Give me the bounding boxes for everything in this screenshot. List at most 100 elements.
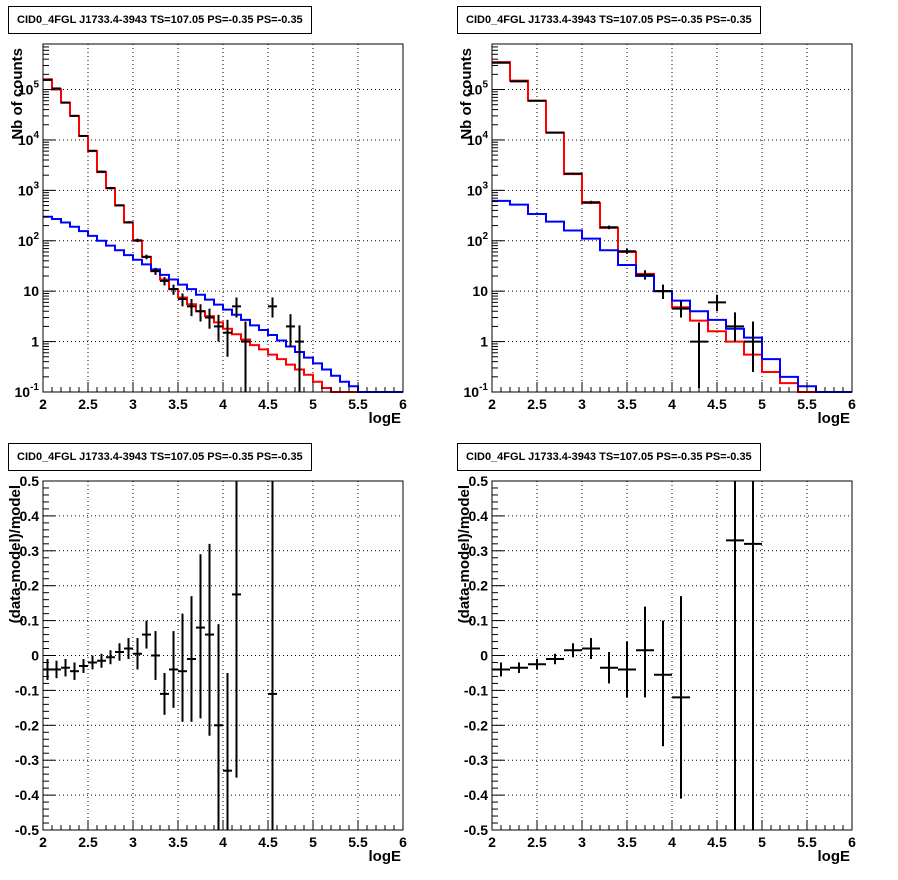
source-model-line bbox=[492, 199, 852, 393]
x-tick-label: 2.5 bbox=[527, 396, 547, 412]
y-tick-label: 104 bbox=[18, 130, 40, 148]
data-point bbox=[151, 267, 160, 275]
data-point bbox=[295, 325, 304, 392]
chart-title: CID0_4FGL J1733.4-3943 TS=107.05 PS=-0.3… bbox=[457, 6, 761, 34]
data-point bbox=[97, 653, 106, 668]
data-point bbox=[726, 312, 744, 342]
y-tick-label: 0 bbox=[31, 648, 39, 664]
x-tick-label: 3 bbox=[129, 834, 137, 850]
data-point bbox=[618, 641, 636, 698]
data-point bbox=[654, 620, 672, 747]
y-tick-label: 102 bbox=[467, 231, 489, 249]
data-point bbox=[70, 114, 79, 117]
y-tick-label: 105 bbox=[467, 80, 489, 98]
data-point bbox=[618, 248, 636, 254]
y-tick-label: 103 bbox=[467, 180, 489, 198]
x-tick-label: 6 bbox=[399, 396, 407, 412]
data-point bbox=[600, 652, 618, 684]
y-tick-label: 10-1 bbox=[464, 382, 489, 400]
data-point bbox=[286, 314, 295, 347]
y-tick-label: 10-1 bbox=[15, 382, 40, 400]
x-tick-label: 4 bbox=[668, 396, 676, 412]
y-tick-label: 0.3 bbox=[469, 543, 489, 559]
data-point bbox=[510, 80, 528, 83]
y-axis bbox=[492, 480, 504, 831]
x-tick-label: 2 bbox=[39, 396, 47, 412]
data-point bbox=[61, 101, 70, 104]
data-point bbox=[187, 596, 196, 722]
y-tick-label: 102 bbox=[18, 231, 40, 249]
x-tick-label: 6 bbox=[848, 396, 856, 412]
y-tick-label: -0.4 bbox=[464, 787, 488, 803]
y-tick-label: 1 bbox=[480, 334, 488, 350]
y-tick-label: -0.5 bbox=[15, 822, 39, 838]
y-tick-label: 0.4 bbox=[469, 508, 489, 524]
data-point bbox=[169, 631, 178, 708]
y-tick-label: 0.4 bbox=[20, 508, 40, 524]
data-point bbox=[205, 543, 214, 736]
data-point bbox=[88, 149, 97, 152]
x-tick-label: 5.5 bbox=[797, 834, 817, 850]
data-point bbox=[52, 660, 61, 679]
data-point bbox=[79, 658, 88, 673]
y-tick-label: -0.1 bbox=[464, 682, 488, 698]
x-tick-label: 5.5 bbox=[348, 834, 368, 850]
y-tick-label: -0.2 bbox=[464, 717, 488, 733]
data-point bbox=[510, 662, 528, 673]
x-axis-label: logE bbox=[818, 410, 851, 427]
data-point bbox=[70, 662, 79, 680]
x-tick-label: 5 bbox=[758, 834, 766, 850]
x-tick-label: 4 bbox=[219, 396, 227, 412]
y-axis bbox=[43, 43, 55, 393]
x-tick-label: 2 bbox=[488, 396, 496, 412]
data-point bbox=[115, 204, 124, 207]
x-tick-label: 3 bbox=[578, 396, 586, 412]
data-point bbox=[600, 225, 618, 230]
data-point bbox=[133, 638, 142, 670]
y-tick-label: 104 bbox=[467, 130, 489, 148]
data-point bbox=[654, 284, 672, 299]
data-point bbox=[232, 297, 241, 318]
y-axis-label: Nb of counts bbox=[9, 48, 26, 140]
data-point bbox=[133, 238, 142, 243]
grid bbox=[43, 44, 403, 392]
x-tick-label: 2 bbox=[39, 834, 47, 850]
grid bbox=[43, 481, 403, 830]
y-tick-label: -0.3 bbox=[15, 752, 39, 768]
y-tick-label: 10 bbox=[472, 283, 488, 299]
pad-counts-right: CID0_4FGL J1733.4-3943 TS=107.05 PS=-0.3… bbox=[449, 0, 898, 437]
data-point bbox=[690, 322, 708, 389]
x-tick-label: 5.5 bbox=[797, 396, 817, 412]
x-axis-label: logE bbox=[818, 848, 851, 865]
chart-title: CID0_4FGL J1733.4-3943 TS=107.05 PS=-0.3… bbox=[8, 6, 312, 34]
data-point bbox=[223, 672, 232, 830]
y-tick-label: -0.4 bbox=[15, 787, 39, 803]
data-point bbox=[61, 658, 70, 677]
data-point bbox=[726, 481, 744, 830]
y-axis-label: (data-model)/model bbox=[456, 485, 473, 623]
x-axis-label: logE bbox=[369, 848, 402, 865]
data-point bbox=[178, 613, 187, 722]
y-tick-label: -0.2 bbox=[15, 717, 39, 733]
y-tick-label: 10 bbox=[23, 283, 39, 299]
y-tick-label: 1 bbox=[31, 334, 39, 350]
data-point bbox=[124, 638, 133, 659]
y-axis-label: Nb of counts bbox=[458, 48, 475, 140]
data-point bbox=[546, 653, 564, 665]
data-point bbox=[97, 170, 106, 173]
y-tick-label: 0.2 bbox=[469, 578, 489, 594]
x-tick-label: 5 bbox=[309, 396, 317, 412]
chart-title: CID0_4FGL J1733.4-3943 TS=107.05 PS=-0.3… bbox=[8, 443, 312, 471]
data-point bbox=[672, 300, 690, 318]
data-point bbox=[744, 321, 762, 372]
y-tick-label: 0.1 bbox=[469, 613, 489, 629]
x-tick-label: 4.5 bbox=[258, 834, 278, 850]
data-points bbox=[492, 481, 762, 830]
x-tick-label: 4.5 bbox=[707, 396, 727, 412]
data-point bbox=[232, 481, 241, 778]
x-axis bbox=[491, 820, 853, 830]
y-axis-label: (data-model)/model bbox=[7, 485, 24, 623]
source-model-line bbox=[43, 215, 403, 393]
